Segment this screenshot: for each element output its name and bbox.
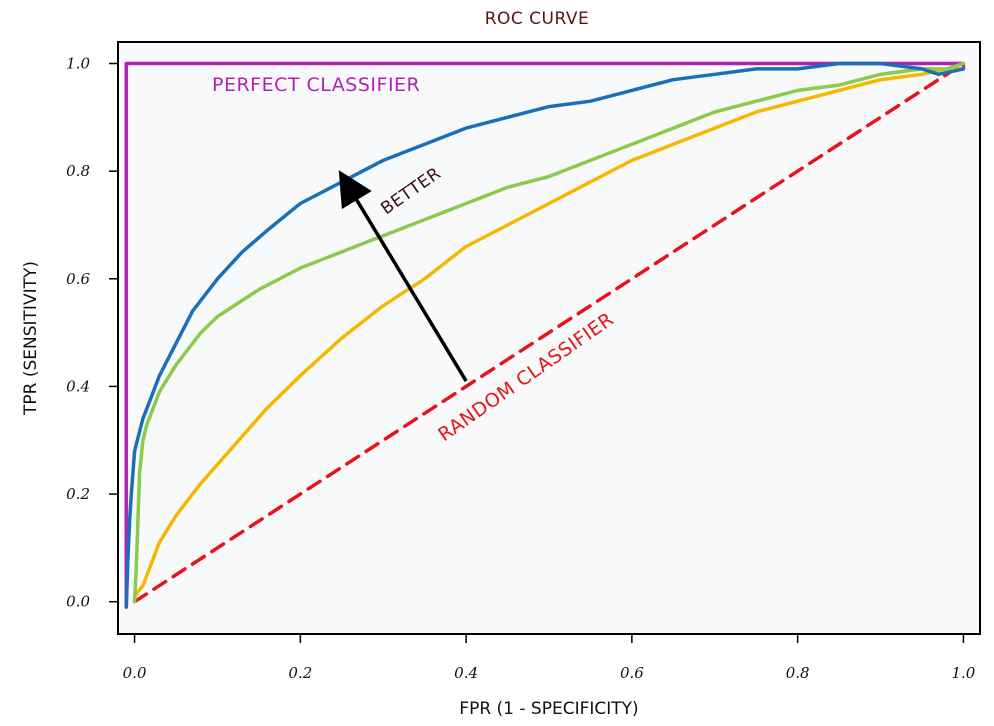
green-roc-line bbox=[132, 61, 966, 604]
random-classifier-line bbox=[132, 61, 966, 604]
x-tick-label: 0.6 bbox=[620, 664, 644, 682]
perfect-classifier-label: PERFECT CLASSIFIER bbox=[212, 74, 420, 96]
y-tick-label: 0.8 bbox=[66, 162, 90, 180]
chart-title: ROC CURVE bbox=[485, 9, 590, 29]
x-axis-label: FPR (1 - SPECIFICITY) bbox=[459, 699, 638, 719]
x-tick-label: 1.0 bbox=[951, 664, 975, 682]
orange-roc-line bbox=[132, 67, 966, 599]
better-arrow bbox=[338, 170, 468, 382]
plot-area bbox=[117, 41, 981, 635]
y-tick-label: 0.2 bbox=[66, 485, 90, 503]
x-tick-label: 0.4 bbox=[454, 664, 478, 682]
y-tick-label: 0.4 bbox=[66, 377, 90, 395]
x-tick-label: 0.0 bbox=[123, 664, 147, 682]
y-tick-label: 1.0 bbox=[66, 55, 90, 73]
perfect-classifier-line bbox=[124, 61, 966, 609]
y-tick-label: 0.0 bbox=[66, 593, 90, 611]
x-tick-label: 0.8 bbox=[786, 664, 810, 682]
y-tick-label: 0.6 bbox=[66, 270, 90, 288]
y-axis-label: TPR (SENSITIVITY) bbox=[21, 261, 41, 416]
axis-ticks: 0.0 0.2 0.4 0.6 0.8 1.0 0.0 0.2 0.4 0.6 0.8 1.0 bbox=[66, 55, 976, 682]
x-tick-label: 0.2 bbox=[288, 664, 312, 682]
